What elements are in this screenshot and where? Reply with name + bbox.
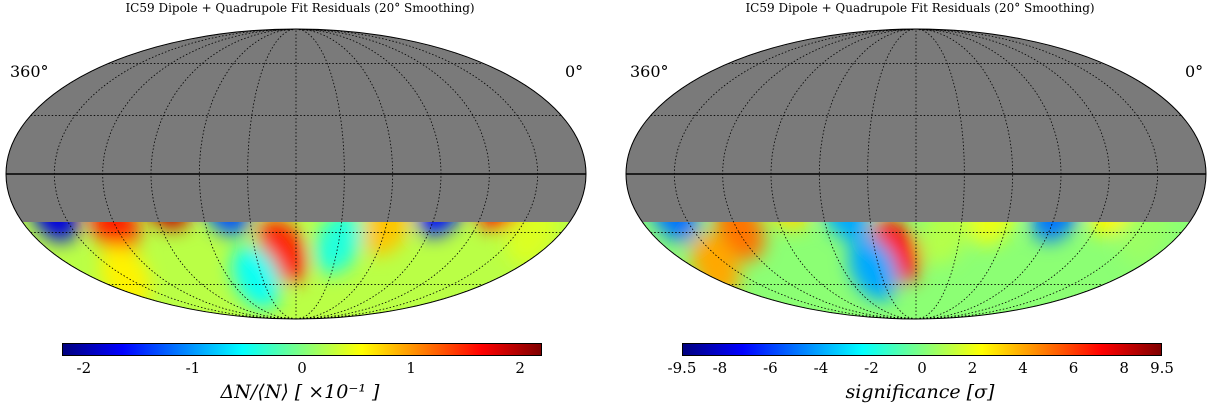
colorbar-tick-label: 2 [515, 359, 525, 377]
residuals-map-panel: IC59 Dipole + Quadrupole Fit Residuals (… [0, 0, 600, 413]
masked-region [6, 29, 586, 222]
meridian-line [295, 29, 394, 319]
meridian-line [915, 29, 1014, 319]
mollweide-map [625, 28, 1207, 320]
colorbar-tick-label: 4 [1018, 359, 1028, 377]
colorbar-tick-label: -1 [185, 359, 201, 377]
colorbar-tick-label: 8 [1119, 359, 1129, 377]
mollweide-map [5, 28, 587, 320]
colorbar-tick-label: -4 [813, 359, 829, 377]
colorbar-tick-label: 2 [967, 359, 978, 377]
masked-region [626, 29, 1206, 222]
colorbar-tick-label: -2 [76, 359, 92, 377]
residual-feature [848, 236, 898, 301]
colorbar-tick-label: -8 [712, 359, 728, 377]
colorbar-tick-label: -6 [763, 359, 778, 377]
meridian-line [198, 29, 297, 319]
colorbar-tick-label: -9.5 [667, 359, 697, 377]
map-outline [5, 28, 587, 320]
colorbar-tick-label: -2 [864, 359, 879, 377]
colorbar-tick-label: 1 [406, 359, 416, 377]
residual-feature [314, 209, 364, 275]
colorbar [62, 343, 542, 356]
map-title: IC59 Dipole + Quadrupole Fit Residuals (… [745, 1, 1095, 15]
colorbar-tick-label: 9.5 [1150, 359, 1174, 377]
colorbar-label: significance [σ] [845, 381, 995, 403]
colorbar-tick-label: 6 [1068, 359, 1079, 377]
map-outline [625, 28, 1207, 320]
longitude-label-0: 0° [565, 62, 584, 81]
longitude-label-360: 360° [630, 62, 669, 81]
meridian-line [818, 29, 917, 319]
colorbar-label: ΔN/⟨N⟩ [ ×10⁻¹ ] [220, 381, 380, 403]
longitude-label-360: 360° [10, 62, 49, 81]
longitude-label-0: 0° [1185, 62, 1204, 81]
significance-map-panel: IC59 Dipole + Quadrupole Fit Residuals (… [620, 0, 1220, 413]
colorbar-tick-label: 0 [917, 359, 927, 377]
colorbar-tick-label: 0 [297, 359, 307, 377]
colorbar [682, 343, 1162, 356]
map-title: IC59 Dipole + Quadrupole Fit Residuals (… [125, 1, 475, 15]
